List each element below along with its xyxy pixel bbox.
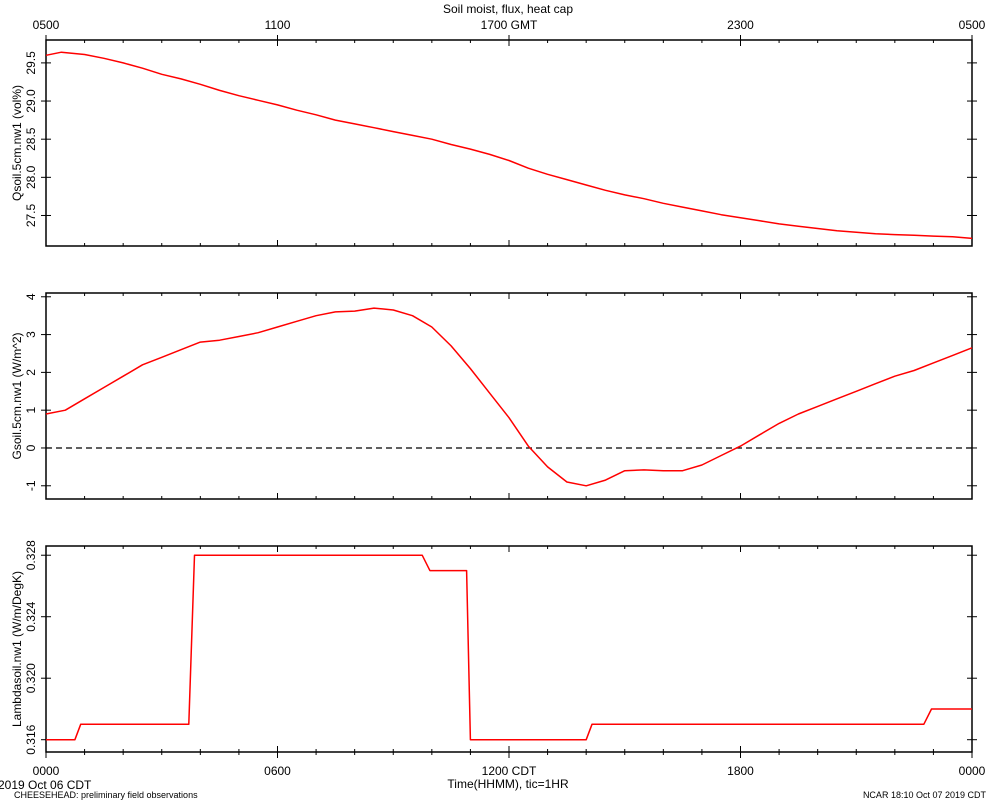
x-axis-title: Time(HHMM), tic=1HR (447, 777, 569, 791)
y-tick-label: 27.5 (24, 203, 38, 227)
y-tick-label: 29.5 (24, 51, 38, 75)
panel-frame (45, 292, 973, 500)
bottom-axis-tick-label: 1800 (727, 764, 754, 778)
chart-title: Soil moist, flux, heat cap (443, 2, 573, 16)
y-axis-title: Gsoil.5cm.nw1 (W/m^2) (10, 333, 24, 460)
y-tick-label: 1 (24, 407, 38, 414)
y-tick-label: 29.0 (24, 89, 38, 113)
top-axis-tick-label: 1700 GMT (481, 18, 538, 32)
y-axis-title: Qsoil.5cm.nw1 (vol%) (10, 85, 24, 201)
top-axis-labels: 0500 1100 1700 GMT 2300 0500 (33, 18, 986, 32)
top-axis-tick-label: 0500 (33, 18, 60, 32)
panel-frame (45, 39, 973, 247)
bottom-axis-tick-label: 0600 (264, 764, 291, 778)
y-tick-label: 28.5 (24, 127, 38, 151)
y-tick-label: 2 (24, 369, 38, 376)
series-line (45, 51, 973, 240)
y-tick-label: -1 (24, 480, 38, 491)
footer-right-note: NCAR 18:10 Oct 07 2019 CDT (863, 790, 987, 800)
bottom-axis-tick-label: 0000 (33, 764, 60, 778)
panel-frame (45, 545, 973, 753)
bottom-axis-tick-label: 1200 CDT (482, 764, 537, 778)
bottom-axis-labels: 0000 0600 1200 CDT 1800 0000 (33, 764, 986, 778)
bottom-axis-tick-label: 0000 (959, 764, 986, 778)
y-tick-label: 0.328 (24, 540, 38, 570)
footer-date: 2019 Oct 06 CDT (0, 778, 92, 792)
y-tick-label: 0.316 (24, 724, 38, 754)
y-tick-label: 3 (24, 331, 38, 338)
y-tick-label: 28.0 (24, 165, 38, 189)
series-line (46, 554, 972, 741)
footer-left-note: CHEESEHEAD: preliminary field observatio… (14, 790, 198, 800)
y-tick-label: 4 (24, 293, 38, 300)
top-axis-tick-label: 1100 (265, 18, 291, 32)
y-tick-label: 0 (24, 444, 38, 451)
panel-2: -1 0 1 2 3 4 Gsoil.5cm.nw1 (W/m^2) (10, 292, 977, 500)
series-line (45, 307, 973, 487)
y-axis-title: Lambdasoil.nw1 (W/m/DegK) (10, 571, 24, 727)
y-tick-label: 0.324 (24, 601, 38, 631)
top-axis-tick-label: 2300 (727, 18, 754, 32)
top-axis-tick-label: 0500 (959, 18, 986, 32)
y-tick-label: 0.320 (24, 663, 38, 693)
